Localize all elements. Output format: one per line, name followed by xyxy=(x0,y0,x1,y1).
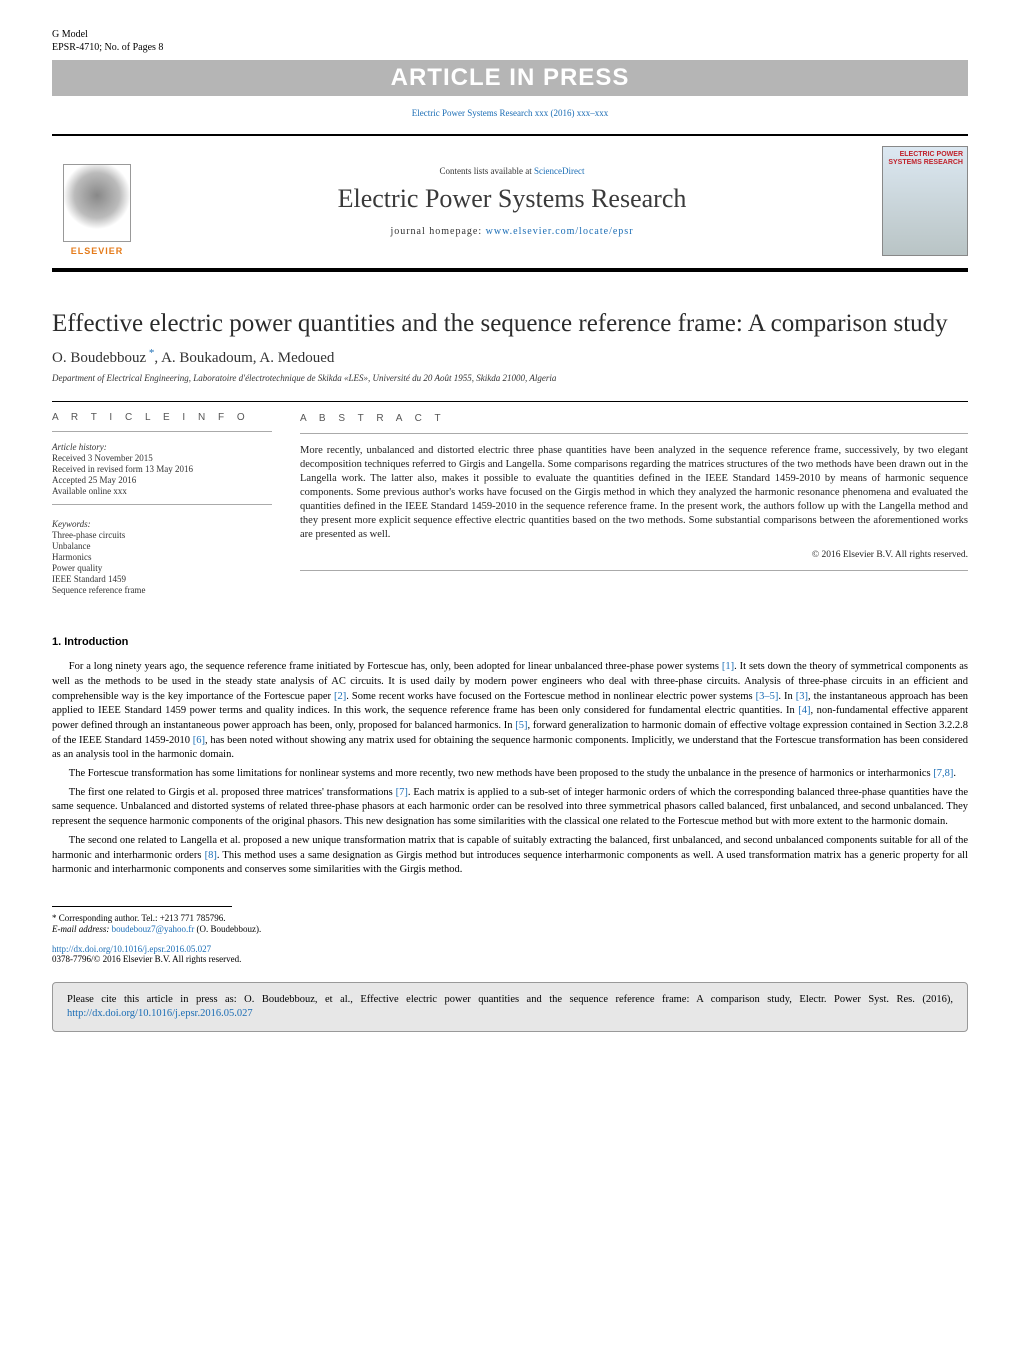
in-press-bar: ARTICLE IN PRESS xyxy=(52,60,968,96)
section-heading-intro: 1. Introduction xyxy=(52,636,968,648)
ref-link[interactable]: [7,8] xyxy=(933,768,953,779)
history-label: Article history: xyxy=(52,442,272,452)
ref-link[interactable]: [5] xyxy=(515,720,527,731)
email-suffix: (O. Boudebbouz). xyxy=(196,924,261,934)
keywords-label: Keywords: xyxy=(52,519,272,529)
rule-info-2 xyxy=(52,504,272,505)
journal-cover-thumb: ELECTRIC POWER SYSTEMS RESEARCH xyxy=(882,146,968,256)
article-pages: No. of Pages 8 xyxy=(105,42,164,53)
article-id: EPSR-4710; xyxy=(52,42,102,53)
rule-abs-1 xyxy=(300,433,968,434)
contents-line: Contents lists available at ScienceDirec… xyxy=(156,166,868,176)
intro-para-1: For a long ninety years ago, the sequenc… xyxy=(52,660,968,763)
journal-title: Electric Power Systems Research xyxy=(156,184,868,214)
info-abstract-row: A R T I C L E I N F O Article history: R… xyxy=(52,412,968,596)
intro-para-3: The first one related to Girgis et al. p… xyxy=(52,786,968,830)
cover-label: ELECTRIC POWER SYSTEMS RESEARCH xyxy=(883,151,963,166)
abstract-text: More recently, unbalanced and distorted … xyxy=(300,444,968,541)
elsevier-tree-icon xyxy=(63,164,131,242)
page: G Model EPSR-4710; No. of Pages 8 ARTICL… xyxy=(0,0,1020,1072)
keywords-block: Keywords: Three-phase circuits Unbalance… xyxy=(52,519,272,595)
cite-box: Please cite this article in press as: O.… xyxy=(52,982,968,1032)
keyword: Power quality xyxy=(52,563,272,573)
abstract-column: A B S T R A C T More recently, unbalance… xyxy=(300,412,968,596)
homepage-link[interactable]: www.elsevier.com/locate/epsr xyxy=(486,226,634,237)
in-press-text: ARTICLE IN PRESS xyxy=(391,64,630,91)
footnotes: * Corresponding author. Tel.: +213 771 7… xyxy=(52,913,968,934)
intro-para-4: The second one related to Langella et al… xyxy=(52,834,968,878)
corresponding-author-note: * Corresponding author. Tel.: +213 771 7… xyxy=(52,913,968,923)
ref-link[interactable]: [6] xyxy=(193,735,205,746)
article-title: Effective electric power quantities and … xyxy=(52,308,968,339)
history-block: Article history: Received 3 November 201… xyxy=(52,442,272,496)
issn-line: 0378-7796/© 2016 Elsevier B.V. All right… xyxy=(52,954,968,964)
masthead: ELSEVIER Contents lists available at Sci… xyxy=(52,134,968,272)
rule-abs-2 xyxy=(300,570,968,571)
email-link[interactable]: boudebouz7@yahoo.fr xyxy=(112,924,195,934)
ref-link[interactable]: [4] xyxy=(798,705,810,716)
abstract-copyright: © 2016 Elsevier B.V. All rights reserved… xyxy=(300,549,968,562)
doi-block: http://dx.doi.org/10.1016/j.epsr.2016.05… xyxy=(52,944,968,964)
homepage-prefix: journal homepage: xyxy=(390,226,485,237)
gmodel-label: G Model xyxy=(52,28,968,41)
authors-line: O. Boudebbouz *, A. Boukadoum, A. Medoue… xyxy=(52,347,968,367)
rule-info-1 xyxy=(52,431,272,432)
publisher-logo-block: ELSEVIER xyxy=(52,146,142,256)
article-info-column: A R T I C L E I N F O Article history: R… xyxy=(52,412,272,596)
ref-link[interactable]: [7] xyxy=(396,787,408,798)
cite-text: Please cite this article in press as: O.… xyxy=(67,994,953,1005)
contents-prefix: Contents lists available at xyxy=(440,166,534,176)
history-revised: Received in revised form 13 May 2016 xyxy=(52,464,272,474)
masthead-center: Contents lists available at ScienceDirec… xyxy=(156,166,868,237)
history-online: Available online xxx xyxy=(52,486,272,496)
journal-ref-link[interactable]: Electric Power Systems Research xxx (201… xyxy=(412,108,608,118)
keyword: Harmonics xyxy=(52,552,272,562)
footnote-rule xyxy=(52,906,232,907)
keyword: IEEE Standard 1459 xyxy=(52,574,272,584)
authors-text: O. Boudebbouz *, A. Boukadoum, A. Medoue… xyxy=(52,350,334,366)
email-line: E-mail address: boudebouz7@yahoo.fr (O. … xyxy=(52,924,968,934)
rule-top xyxy=(52,401,968,402)
email-label: E-mail address: xyxy=(52,924,112,934)
sciencedirect-link[interactable]: ScienceDirect xyxy=(534,166,584,176)
publisher-name: ELSEVIER xyxy=(71,246,124,256)
ref-link[interactable]: [1] xyxy=(722,661,734,672)
keyword: Three-phase circuits xyxy=(52,530,272,540)
ref-link[interactable]: [3–5] xyxy=(756,691,779,702)
history-accepted: Accepted 25 May 2016 xyxy=(52,475,272,485)
abstract-label: A B S T R A C T xyxy=(300,412,968,425)
ref-link[interactable]: [2] xyxy=(334,691,346,702)
keyword: Sequence reference frame xyxy=(52,585,272,595)
corresponding-mark: * xyxy=(146,347,154,359)
homepage-line: journal homepage: www.elsevier.com/locat… xyxy=(156,226,868,237)
article-id-line: EPSR-4710; No. of Pages 8 xyxy=(52,41,968,54)
intro-para-2: The Fortescue transformation has some li… xyxy=(52,767,968,782)
article-info-label: A R T I C L E I N F O xyxy=(52,412,272,423)
cite-doi-link[interactable]: http://dx.doi.org/10.1016/j.epsr.2016.05… xyxy=(67,1008,253,1019)
doi-link[interactable]: http://dx.doi.org/10.1016/j.epsr.2016.05… xyxy=(52,944,211,954)
running-header: G Model EPSR-4710; No. of Pages 8 xyxy=(52,28,968,54)
history-received: Received 3 November 2015 xyxy=(52,453,272,463)
ref-link[interactable]: [3] xyxy=(796,691,808,702)
journal-ref-line: Electric Power Systems Research xxx (201… xyxy=(52,108,968,118)
keyword: Unbalance xyxy=(52,541,272,551)
affiliation: Department of Electrical Engineering, La… xyxy=(52,373,968,383)
body-text: For a long ninety years ago, the sequenc… xyxy=(52,660,968,878)
ref-link[interactable]: [8] xyxy=(205,850,217,861)
